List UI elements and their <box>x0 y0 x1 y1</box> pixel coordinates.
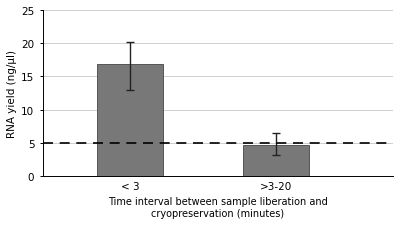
Y-axis label: RNA yield (ng/µl): RNA yield (ng/µl) <box>7 50 17 137</box>
Bar <box>244 145 309 176</box>
Bar <box>98 65 163 176</box>
X-axis label: Time interval between sample liberation and
cryopreservation (minutes): Time interval between sample liberation … <box>108 197 328 218</box>
